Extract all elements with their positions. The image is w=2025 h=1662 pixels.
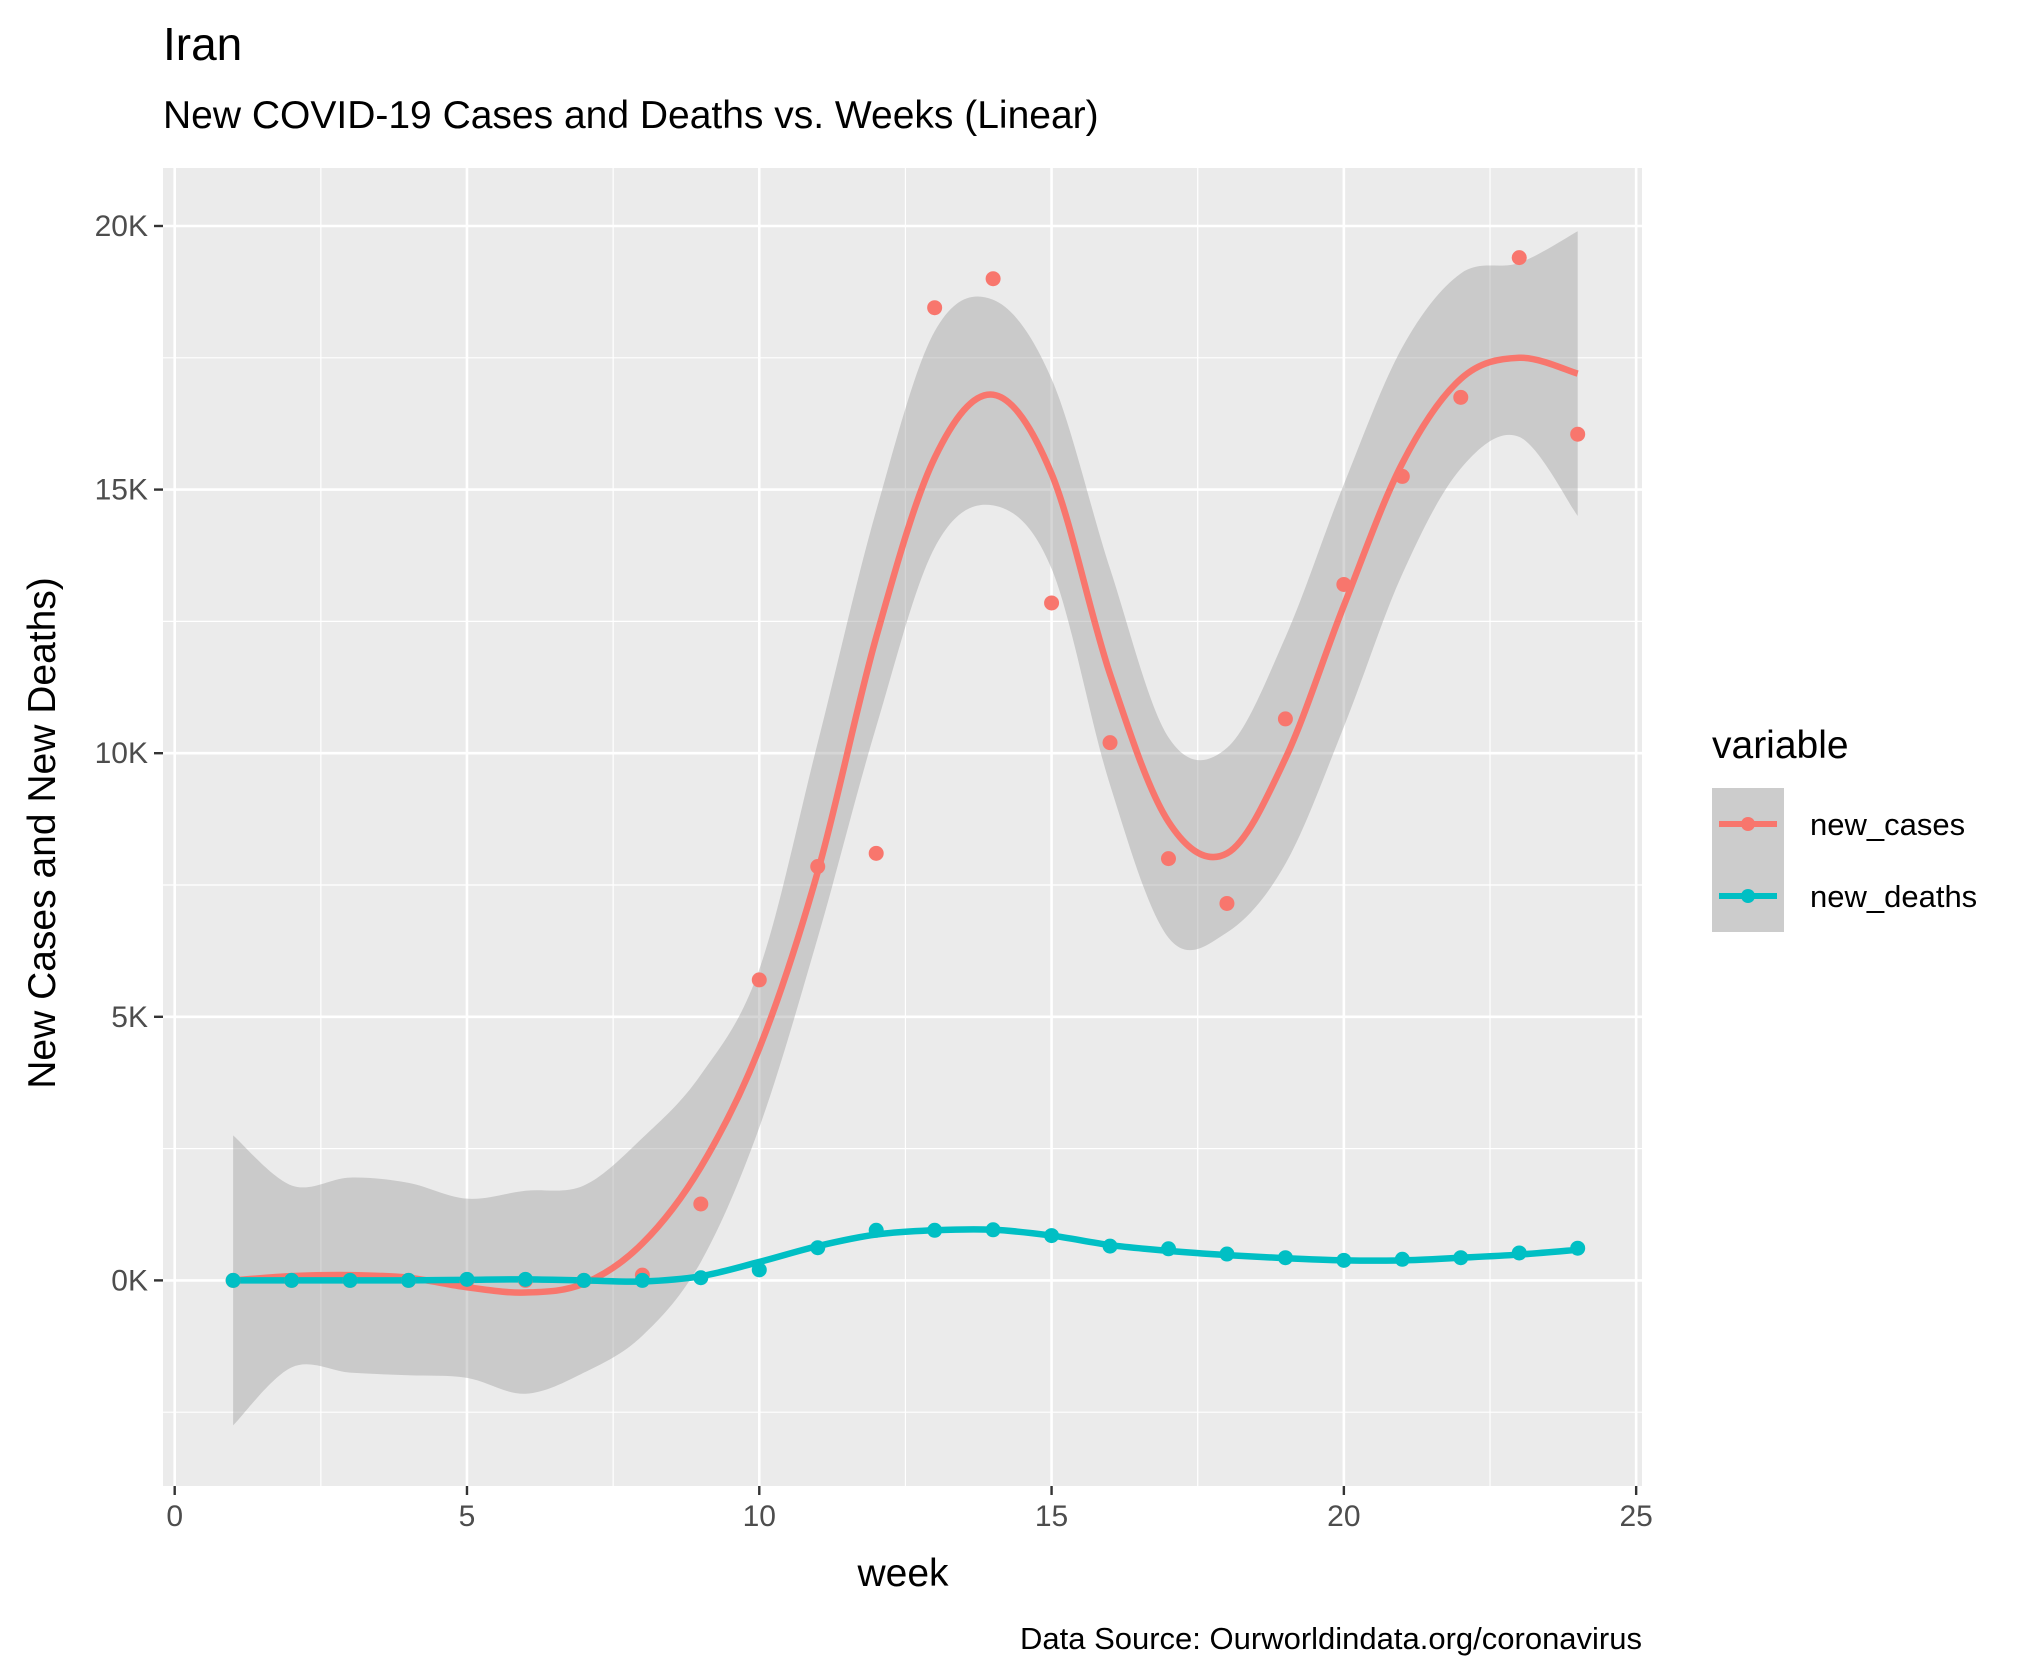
caption: Data Source: Ourworldindata.org/coronavi…	[1020, 1621, 1642, 1656]
y-tick-label: 5K	[111, 1001, 148, 1034]
point-new_cases	[1219, 895, 1235, 911]
point-new_cases	[985, 271, 1001, 287]
point-new_cases	[1453, 389, 1469, 405]
point-new_deaths	[284, 1272, 300, 1288]
chart-subtitle: New COVID-19 Cases and Deaths vs. Weeks …	[163, 94, 1099, 137]
legend-label-new-cases: new_cases	[1810, 807, 1965, 842]
point-new_deaths	[634, 1272, 650, 1288]
confidence-ribbons	[233, 231, 1578, 1426]
point-new_deaths	[985, 1222, 1001, 1238]
point-new_cases	[1277, 711, 1293, 727]
point-new_cases	[810, 859, 826, 875]
legend: variable new_cases new_deaths	[1712, 724, 1977, 932]
x-axis-title: week	[856, 1552, 949, 1595]
y-tick-label: 15K	[95, 474, 148, 507]
point-new_cases	[1394, 468, 1410, 484]
point-new_deaths	[1044, 1228, 1060, 1244]
point-new_deaths	[517, 1271, 533, 1287]
point-new_deaths	[927, 1222, 943, 1238]
gridlines	[163, 168, 1642, 1486]
chart-title: Iran	[163, 18, 242, 70]
point-new_cases	[868, 845, 884, 861]
x-tick-label: 20	[1327, 1500, 1360, 1533]
legend-title: variable	[1712, 724, 1849, 767]
y-tick-label: 10K	[95, 737, 148, 770]
point-new_deaths	[576, 1272, 592, 1288]
x-tick-label: 25	[1619, 1500, 1652, 1533]
point-new_deaths	[693, 1270, 709, 1286]
point-new_deaths	[1394, 1251, 1410, 1267]
legend-point-new-cases	[1741, 817, 1755, 831]
point-new_cases	[693, 1196, 709, 1212]
point-new_cases	[1160, 851, 1176, 867]
point-new_deaths	[1277, 1250, 1293, 1266]
legend-point-new-deaths	[1741, 889, 1755, 903]
x-tick-label: 0	[166, 1500, 183, 1533]
legend-label-new-deaths: new_deaths	[1810, 879, 1977, 914]
point-new_deaths	[1570, 1240, 1586, 1256]
y-axis-title: New Cases and New Deaths)	[21, 577, 64, 1089]
point-new_deaths	[1219, 1246, 1235, 1262]
point-new_cases	[751, 972, 767, 988]
plot-panel	[163, 168, 1642, 1486]
point-new_deaths	[751, 1262, 767, 1278]
axis-ticks: 0 5 10 15 20 25 0K 5K 10K 15K 20K	[95, 210, 1653, 1533]
point-new_deaths	[810, 1240, 826, 1256]
data-points	[225, 250, 1586, 1288]
y-tick-label: 0K	[111, 1264, 148, 1297]
point-new_cases	[1336, 576, 1352, 592]
point-new_deaths	[1102, 1238, 1118, 1254]
smooth-line-new_cases	[232, 354, 1579, 1296]
point-new_deaths	[342, 1272, 358, 1288]
point-new_cases	[1102, 735, 1118, 751]
point-new_cases	[1044, 595, 1060, 611]
x-tick-label: 15	[1035, 1500, 1068, 1533]
point-new_deaths	[1453, 1250, 1469, 1266]
point-new_deaths	[1336, 1252, 1352, 1268]
point-new_deaths	[1160, 1241, 1176, 1257]
point-new_deaths	[459, 1271, 475, 1287]
point-new_cases	[1570, 426, 1586, 442]
point-new_deaths	[868, 1222, 884, 1238]
point-new_cases	[927, 300, 943, 316]
point-new_deaths	[401, 1272, 417, 1288]
x-tick-label: 5	[459, 1500, 476, 1533]
x-tick-label: 10	[743, 1500, 776, 1533]
y-tick-label: 20K	[95, 210, 148, 243]
point-new_cases	[1511, 250, 1527, 266]
point-new_deaths	[225, 1272, 241, 1288]
point-new_deaths	[1511, 1245, 1527, 1261]
ci-ribbon-new_cases	[233, 231, 1578, 1426]
